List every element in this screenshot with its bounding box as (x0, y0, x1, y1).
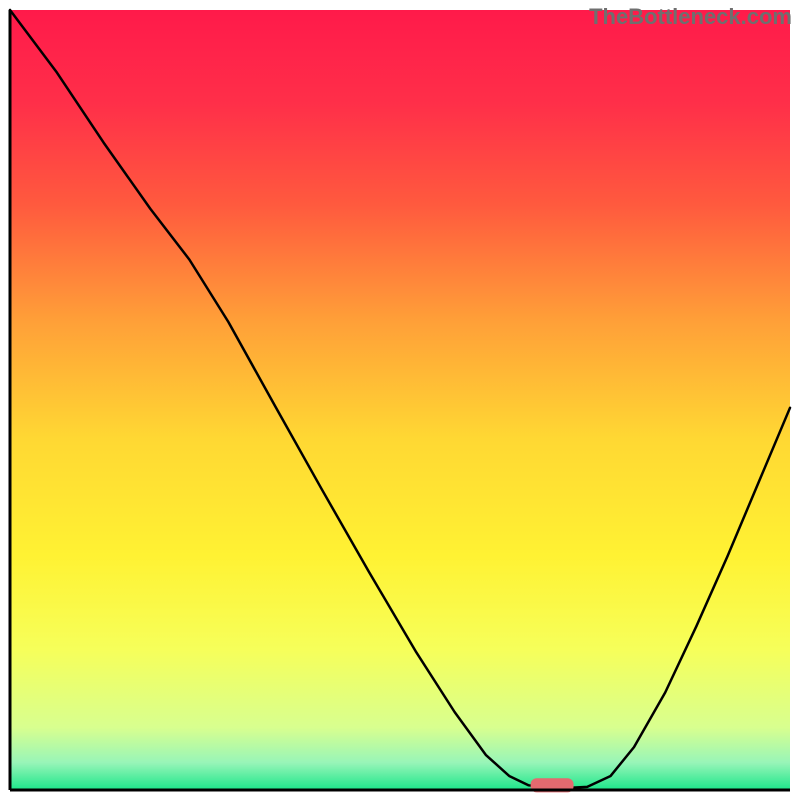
watermark-text: TheBottleneck.com (589, 4, 792, 30)
chart-svg (0, 0, 800, 800)
bottleneck-chart: TheBottleneck.com (0, 0, 800, 800)
